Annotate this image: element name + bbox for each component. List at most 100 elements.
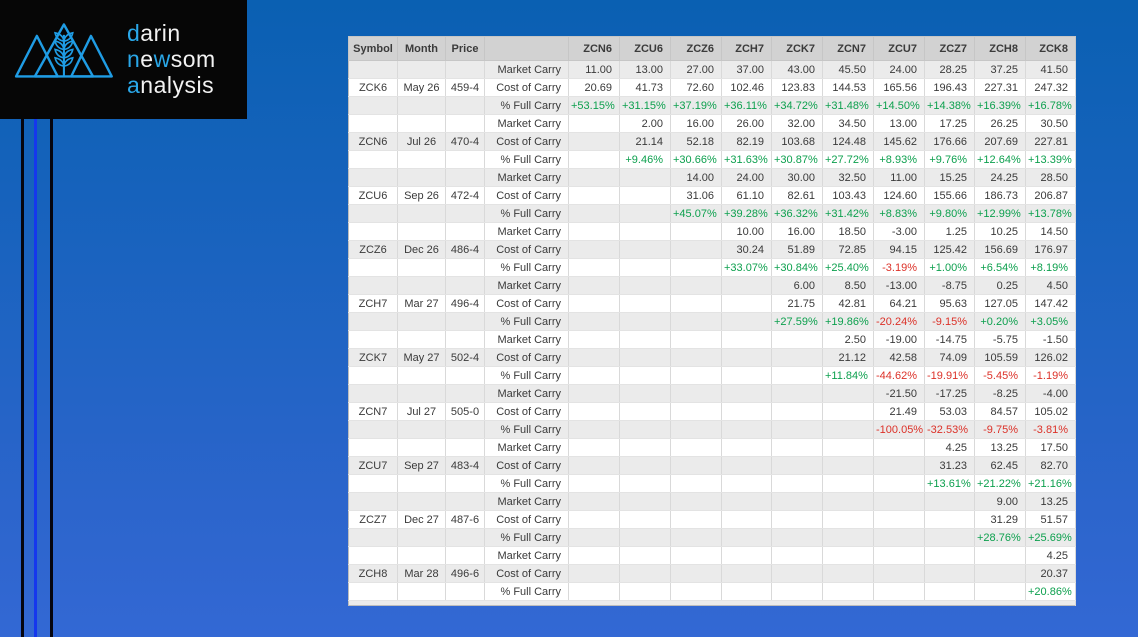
value-cell: -14.75 — [924, 330, 975, 349]
value-cell — [822, 420, 874, 439]
logo-line: newsom — [127, 46, 216, 72]
month-cell — [397, 492, 446, 511]
month-cell — [397, 546, 446, 565]
row-label-cell: Cost of Carry — [484, 510, 569, 529]
table-row: ZCH7 Mar 27 496-4 Cost of Carry 21.75 42.81 64… — [348, 294, 1076, 313]
value-cell: 82.61 — [771, 186, 823, 205]
value-cell: 207.69 — [974, 132, 1026, 151]
value-cell: +12.99% — [974, 204, 1026, 223]
price-cell — [445, 312, 485, 331]
row-label-cell: % Full Carry — [484, 420, 569, 439]
value-cell — [721, 438, 772, 457]
price-cell: 496-4 — [445, 294, 485, 313]
value-cell — [721, 582, 772, 601]
price-cell — [445, 420, 485, 439]
value-cell: 37.00 — [721, 60, 772, 79]
value-cell: 21.75 — [771, 294, 823, 313]
value-cell: +13.61% — [924, 474, 975, 493]
table-row: ZCH8 Mar 28 496-6 Cost of Carry 20.37 — [348, 564, 1076, 583]
value-cell — [822, 474, 874, 493]
table-row: % Full Carry +45.07% +39.28% +36.32% +31.42%… — [348, 204, 1076, 223]
value-cell — [619, 276, 671, 295]
month-cell — [397, 150, 446, 169]
value-cell — [568, 168, 620, 187]
logo-wordmark: darin newsom analysis — [127, 20, 216, 98]
row-label-cell: Market Carry — [484, 276, 569, 295]
row-label-cell: Market Carry — [484, 114, 569, 133]
value-cell: 126.02 — [1025, 348, 1076, 367]
futures-carry-table: Symbol Month Price ZCN6 ZCU6 ZCZ6 ZCH7 ZCK7 ZCN7… — [348, 36, 1076, 606]
value-cell: 13.00 — [619, 60, 671, 79]
value-cell — [670, 456, 722, 475]
row-label-cell: Cost of Carry — [484, 240, 569, 259]
value-cell: 8.50 — [822, 276, 874, 295]
symbol-cell — [348, 114, 398, 133]
price-cell: 496-6 — [445, 564, 485, 583]
value-cell: +21.16% — [1025, 474, 1076, 493]
value-cell — [721, 546, 772, 565]
value-cell: 16.00 — [771, 222, 823, 241]
value-cell — [568, 276, 620, 295]
value-cell — [822, 492, 874, 511]
value-cell: 72.60 — [670, 78, 722, 97]
table-row: % Full Carry +27.59% +19.86% -20.24% -9.15% +… — [348, 312, 1076, 331]
value-cell: +8.93% — [873, 150, 925, 169]
table-row: ZCU6 Sep 26 472-4 Cost of Carry 31.06 61.10 82… — [348, 186, 1076, 205]
partial-row-cell — [348, 600, 1076, 606]
value-cell — [771, 402, 823, 421]
value-cell: 26.25 — [974, 114, 1026, 133]
column-header-price: Price — [445, 36, 485, 61]
value-cell: +13.39% — [1025, 150, 1076, 169]
month-cell — [397, 96, 446, 115]
value-cell — [619, 186, 671, 205]
value-cell: 6.00 — [771, 276, 823, 295]
mountains-wheat-icon — [14, 23, 113, 78]
value-cell: +31.48% — [822, 96, 874, 115]
value-cell — [721, 402, 772, 421]
symbol-cell — [348, 474, 398, 493]
value-cell — [721, 276, 772, 295]
value-cell: 17.50 — [1025, 438, 1076, 457]
row-label-cell: Market Carry — [484, 492, 569, 511]
value-cell — [670, 438, 722, 457]
month-cell — [397, 438, 446, 457]
value-cell — [670, 348, 722, 367]
symbol-cell: ZCN6 — [348, 132, 398, 151]
table-row: ZCN7 Jul 27 505-0 Cost of Carry 21.49 53.03 84… — [348, 402, 1076, 421]
value-cell — [568, 582, 620, 601]
value-cell — [619, 222, 671, 241]
value-cell: 21.49 — [873, 402, 925, 421]
month-cell — [397, 258, 446, 277]
value-cell — [619, 384, 671, 403]
price-cell — [445, 204, 485, 223]
value-cell — [568, 312, 620, 331]
value-cell: -4.00 — [1025, 384, 1076, 403]
month-cell — [397, 420, 446, 439]
value-cell: 17.25 — [924, 114, 975, 133]
month-cell — [397, 384, 446, 403]
value-cell — [822, 546, 874, 565]
value-cell: 16.00 — [670, 114, 722, 133]
value-cell: +25.40% — [822, 258, 874, 277]
value-cell — [670, 330, 722, 349]
value-cell: 196.43 — [924, 78, 975, 97]
column-header-symbol: Symbol — [348, 36, 398, 61]
value-cell — [873, 492, 925, 511]
symbol-cell — [348, 276, 398, 295]
value-cell: 24.00 — [873, 60, 925, 79]
row-label-cell: Cost of Carry — [484, 456, 569, 475]
value-cell — [670, 528, 722, 547]
value-cell: 125.42 — [924, 240, 975, 259]
symbol-cell — [348, 330, 398, 349]
table-row: Market Carry 11.00 13.00 27.00 37.00 43.00 45.… — [348, 60, 1076, 79]
row-label-cell: % Full Carry — [484, 96, 569, 115]
value-cell — [721, 528, 772, 547]
value-cell: +8.83% — [873, 204, 925, 223]
symbol-cell — [348, 96, 398, 115]
value-cell — [619, 240, 671, 259]
value-cell: 145.62 — [873, 132, 925, 151]
column-header-zch7: ZCH7 — [721, 36, 772, 61]
value-cell — [568, 384, 620, 403]
price-cell: 486-4 — [445, 240, 485, 259]
